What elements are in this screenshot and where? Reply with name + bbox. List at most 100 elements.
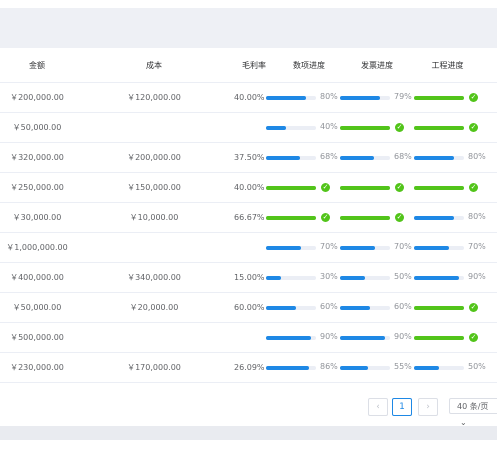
cell-cost: ￥200,000.00 xyxy=(74,142,234,173)
cell-cost: ￥340,000.00 xyxy=(74,262,234,293)
progress-fill xyxy=(340,276,365,280)
cell-invoice-progress: 68% xyxy=(340,142,414,173)
project-progress-bar: ✓ xyxy=(414,323,497,352)
invoice-progress-bar: 50% xyxy=(340,263,414,292)
cell-amount: ￥50,000.00 xyxy=(0,292,74,323)
top-strip xyxy=(0,0,497,8)
progress-track xyxy=(340,96,390,100)
progress-track xyxy=(266,366,316,370)
invoice-progress-bar: ✓ xyxy=(340,173,414,202)
quantity-progress-bar: 90% xyxy=(266,323,340,352)
table-row: ￥50,000.00 40% ✓ ✓ xyxy=(0,112,497,143)
cell-invoice-progress: 90% xyxy=(340,322,414,353)
chevron-down-icon: ⌄ xyxy=(460,418,467,427)
table-row: ￥230,000.00 ￥170,000.00 26.09% 86% 55% 50% xyxy=(0,352,497,383)
progress-track xyxy=(414,156,464,160)
progress-fill xyxy=(266,216,316,220)
progress-percent: 30% xyxy=(320,272,338,281)
quantity-progress-bar: 86% xyxy=(266,353,340,382)
check-circle-icon: ✓ xyxy=(469,333,478,342)
progress-track xyxy=(266,306,316,310)
progress-fill xyxy=(340,186,390,190)
page-size-select[interactable]: 40 条/页 ⌄ xyxy=(449,398,497,427)
check-circle-icon: ✓ xyxy=(321,213,330,222)
cell-project-progress: ✓ xyxy=(414,292,497,323)
quantity-progress-bar: ✓ xyxy=(266,173,340,202)
progress-percent: 55% xyxy=(394,362,412,371)
progress-percent: 80% xyxy=(468,152,486,161)
progress-fill xyxy=(266,246,301,250)
progress-percent: 50% xyxy=(394,272,412,281)
table-row: ￥200,000.00 ￥120,000.00 40.00% 80% 79% ✓ xyxy=(0,82,497,113)
page-number-current[interactable]: 1 xyxy=(392,398,412,416)
project-progress-bar: 90% xyxy=(414,263,497,292)
progress-percent: 86% xyxy=(320,362,338,371)
quantity-progress-bar: 40% xyxy=(266,113,340,142)
cell-quantity-progress: 86% xyxy=(266,352,340,383)
cell-quantity-progress: 90% xyxy=(266,322,340,353)
progress-track xyxy=(340,336,390,340)
progress-table: 金额 成本 毛利率 数项进度 发票进度 工程进度 ￥200,000.00 ￥120… xyxy=(0,48,497,383)
cell-margin: 37.50% xyxy=(234,142,266,173)
cell-quantity-progress: ✓ xyxy=(266,172,340,203)
cell-amount: ￥30,000.00 xyxy=(0,202,74,233)
check-circle-icon: ✓ xyxy=(395,183,404,192)
table-row: ￥500,000.00 90% 90% ✓ xyxy=(0,322,497,353)
cell-margin: 26.09% xyxy=(234,352,266,383)
quantity-progress-bar: ✓ xyxy=(266,203,340,232)
progress-fill xyxy=(340,156,374,160)
progress-track xyxy=(340,366,390,370)
header-cost: 成本 xyxy=(74,48,234,83)
cell-project-progress: 80% xyxy=(414,202,497,233)
progress-track xyxy=(266,96,316,100)
quantity-progress-bar: 60% xyxy=(266,293,340,322)
project-progress-bar: 80% xyxy=(414,143,497,172)
page-size-value: 40 条/页 xyxy=(457,402,489,411)
progress-track xyxy=(340,246,390,250)
progress-percent: 90% xyxy=(394,332,412,341)
cell-margin: 40.00% xyxy=(234,172,266,203)
cell-invoice-progress: ✓ xyxy=(340,202,414,233)
next-page-button[interactable]: › xyxy=(418,398,438,416)
progress-percent: 80% xyxy=(320,92,338,101)
cell-amount: ￥1,000,000.00 xyxy=(0,232,74,263)
table-row: ￥320,000.00 ￥200,000.00 37.50% 68% 68% 80% xyxy=(0,142,497,173)
progress-percent: 60% xyxy=(320,302,338,311)
quantity-progress-bar: 70% xyxy=(266,233,340,262)
cell-project-progress: 90% xyxy=(414,262,497,293)
cell-invoice-progress: 55% xyxy=(340,352,414,383)
table-row: ￥400,000.00 ￥340,000.00 15.00% 30% 50% 90% xyxy=(0,262,497,293)
cell-project-progress: ✓ xyxy=(414,112,497,143)
header-margin: 毛利率 xyxy=(234,48,266,83)
progress-percent: 90% xyxy=(468,272,486,281)
project-progress-bar: ✓ xyxy=(414,83,497,112)
progress-fill xyxy=(340,306,370,310)
progress-percent: 70% xyxy=(320,242,338,251)
progress-fill xyxy=(414,96,464,100)
progress-track xyxy=(340,306,390,310)
quantity-progress-bar: 80% xyxy=(266,83,340,112)
progress-percent: 70% xyxy=(394,242,412,251)
progress-fill xyxy=(340,246,375,250)
prev-page-button[interactable]: ‹ xyxy=(368,398,388,416)
check-circle-icon: ✓ xyxy=(469,93,478,102)
header-bar xyxy=(0,8,497,48)
progress-track xyxy=(414,96,464,100)
progress-fill xyxy=(266,126,286,130)
cell-amount: ￥500,000.00 xyxy=(0,322,74,353)
progress-fill xyxy=(340,366,368,370)
progress-fill xyxy=(266,306,296,310)
progress-percent: 79% xyxy=(394,92,412,101)
progress-track xyxy=(266,276,316,280)
cell-project-progress: 70% xyxy=(414,232,497,263)
table-row: ￥30,000.00 ￥10,000.00 66.67% ✓ ✓ 80% xyxy=(0,202,497,233)
cell-cost: ￥10,000.00 xyxy=(74,202,234,233)
progress-track xyxy=(340,216,390,220)
cell-project-progress: ✓ xyxy=(414,322,497,353)
footer-strip xyxy=(0,440,497,459)
cell-cost: ￥170,000.00 xyxy=(74,352,234,383)
progress-fill xyxy=(266,276,281,280)
cell-project-progress: 50% xyxy=(414,352,497,383)
cell-invoice-progress: 70% xyxy=(340,232,414,263)
invoice-progress-bar: 55% xyxy=(340,353,414,382)
